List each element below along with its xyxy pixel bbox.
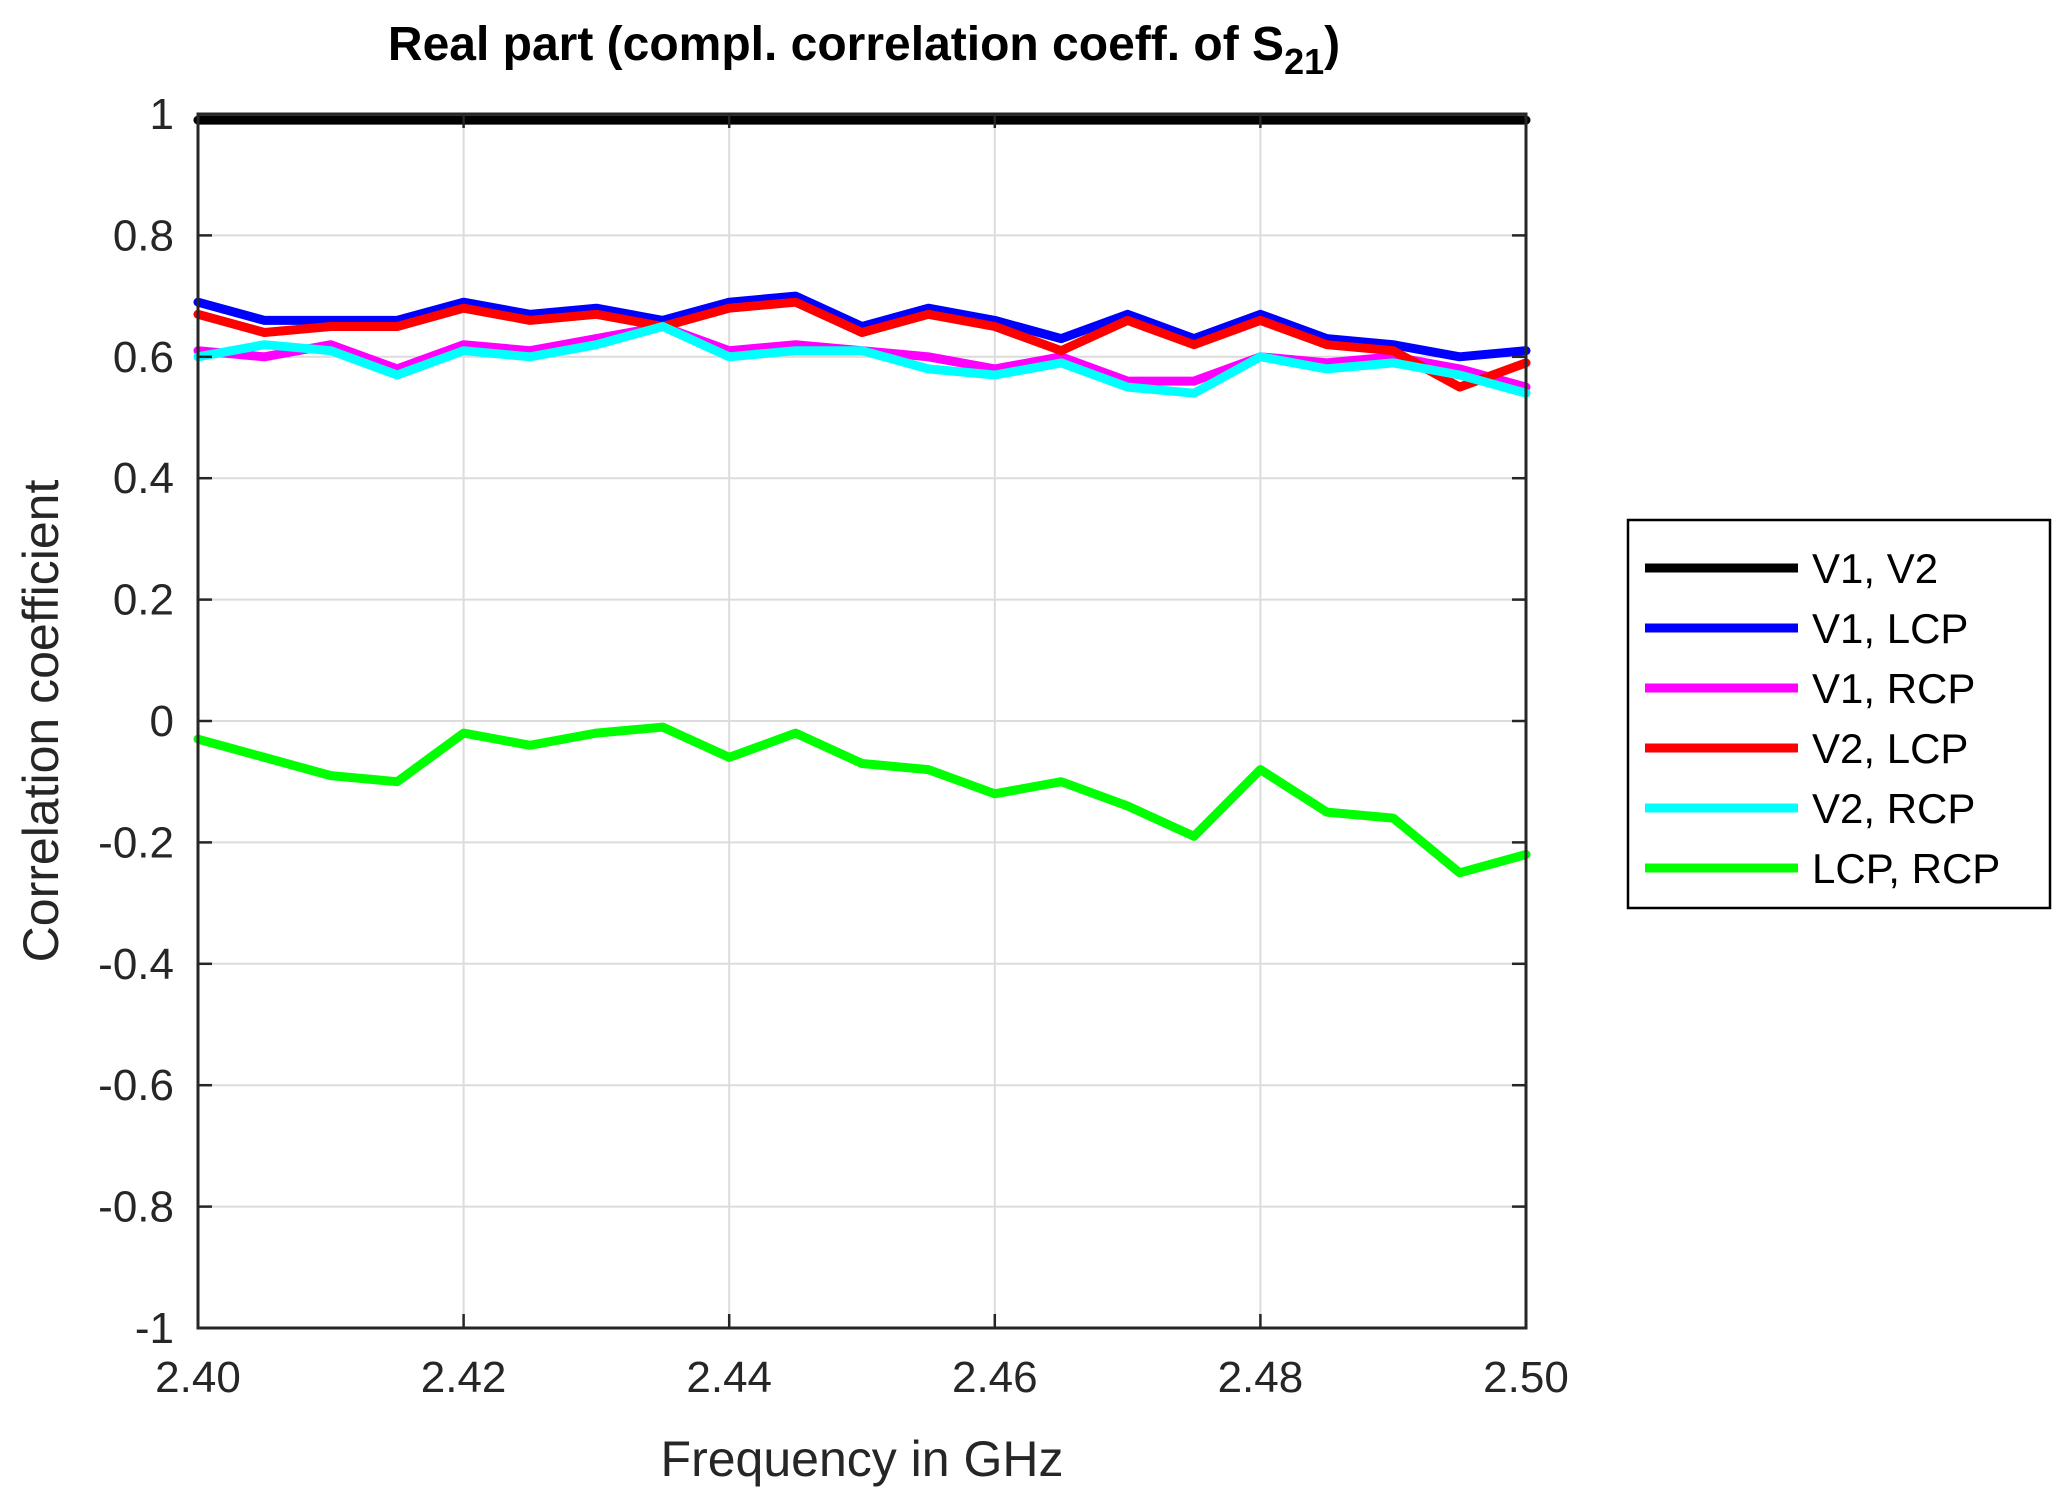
- legend-label-v1-lcp: V1, LCP: [1812, 605, 1968, 652]
- grid: [197, 113, 1527, 1329]
- y-axis-ticks: 1 0.8 0.6 0.4 0.2 0 -0.2 -0.4 -0.6 -0.8 -1: [98, 90, 1526, 1353]
- legend-label-v1-v2: V1, V2: [1812, 545, 1938, 592]
- y-tick-label: 1: [150, 90, 174, 139]
- series-line-v2-lcp: [193, 297, 1531, 392]
- y-tick-label: 0.6: [113, 333, 174, 382]
- series-line-lcp-rcp: [193, 722, 1531, 878]
- legend-label-lcp-rcp: LCP, RCP: [1812, 845, 2000, 892]
- x-axis-label: Frequency in GHz: [661, 1431, 1064, 1487]
- y-tick-label: 0.4: [113, 454, 174, 503]
- y-tick-label: -0.8: [98, 1183, 174, 1232]
- y-tick-label: 0.8: [113, 211, 174, 260]
- legend-label-v2-lcp: V2, LCP: [1812, 725, 1968, 772]
- y-tick-label: -0.6: [98, 1061, 174, 1110]
- x-axis-ticks: 2.40 2.42 2.44 2.46 2.48 2.50: [155, 114, 1569, 1402]
- x-tick-label: 2.40: [155, 1353, 241, 1402]
- legend-entries: V1, V2 V1, LCP V1, RCP V2, LCP V2, RCP LCP, R…: [1645, 545, 2000, 892]
- series-lines: [193, 115, 1531, 878]
- y-tick-label: -0.4: [98, 940, 174, 989]
- chart-title-main: Real part (compl. correlation coeff. of …: [388, 18, 1284, 71]
- x-tick-label: 2.44: [686, 1353, 772, 1402]
- y-tick-label: 0.2: [113, 576, 174, 625]
- y-tick-label: 0: [150, 697, 174, 746]
- legend-label-v1-rcp: V1, RCP: [1812, 665, 1975, 712]
- chart-title-suffix: ): [1324, 18, 1340, 71]
- legend: V1, V2 V1, LCP V1, RCP V2, LCP V2, RCP LCP, R…: [1626, 518, 2052, 910]
- series-line-v1-lcp: [193, 291, 1531, 362]
- series-line-v2-rcp: [193, 322, 1531, 398]
- x-tick-label: 2.46: [952, 1353, 1038, 1402]
- legend-label-v2-rcp: V2, RCP: [1812, 785, 1975, 832]
- x-tick-label: 2.48: [1218, 1353, 1304, 1402]
- x-tick-label: 2.50: [1483, 1353, 1569, 1402]
- chart-title: Real part (compl. correlation coeff. of …: [388, 18, 1340, 82]
- y-tick-label: -0.2: [98, 818, 174, 867]
- y-tick-label: -1: [135, 1304, 174, 1353]
- y-axis-label: Correlation coefficient: [13, 480, 69, 963]
- legend-box: [1626, 518, 2052, 910]
- chart-title-subscript: 21: [1284, 41, 1324, 82]
- x-tick-label: 2.42: [421, 1353, 507, 1402]
